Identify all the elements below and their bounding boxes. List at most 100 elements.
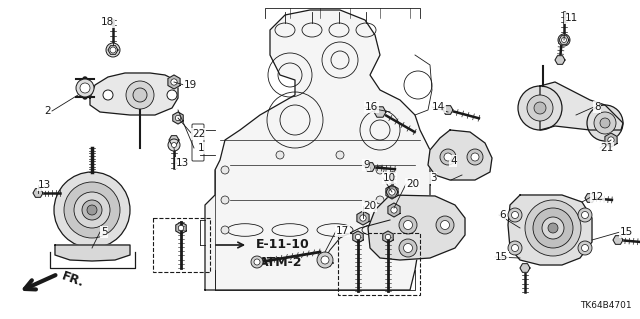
Polygon shape — [443, 106, 453, 114]
Polygon shape — [55, 245, 130, 261]
Circle shape — [76, 79, 94, 97]
Polygon shape — [388, 203, 400, 217]
Circle shape — [221, 196, 229, 204]
Polygon shape — [365, 163, 375, 171]
Text: 3: 3 — [430, 173, 436, 183]
Polygon shape — [374, 107, 386, 117]
Text: 15: 15 — [620, 227, 633, 237]
Circle shape — [376, 166, 384, 174]
Circle shape — [172, 143, 177, 147]
Circle shape — [578, 241, 592, 255]
Circle shape — [399, 239, 417, 257]
Circle shape — [167, 90, 177, 100]
Text: TK64B4701: TK64B4701 — [580, 300, 632, 309]
Bar — [338, 233, 420, 295]
Circle shape — [276, 151, 284, 159]
Circle shape — [133, 88, 147, 102]
Polygon shape — [520, 264, 530, 272]
Polygon shape — [368, 195, 465, 260]
Text: 6: 6 — [499, 210, 506, 220]
Text: 14: 14 — [432, 102, 445, 112]
Polygon shape — [386, 187, 398, 197]
Circle shape — [608, 137, 614, 143]
Circle shape — [558, 34, 570, 46]
Circle shape — [511, 211, 518, 219]
Circle shape — [317, 252, 333, 268]
Circle shape — [389, 189, 395, 195]
Circle shape — [508, 241, 522, 255]
Circle shape — [175, 115, 180, 121]
Circle shape — [587, 105, 623, 141]
Circle shape — [508, 208, 522, 222]
Circle shape — [440, 220, 449, 229]
Text: 18: 18 — [101, 17, 115, 27]
Text: 2: 2 — [44, 106, 51, 116]
Text: 9: 9 — [363, 160, 370, 170]
Text: 13: 13 — [176, 158, 189, 168]
Polygon shape — [613, 236, 623, 244]
Polygon shape — [108, 46, 118, 54]
Polygon shape — [559, 36, 569, 44]
Polygon shape — [540, 82, 623, 130]
Circle shape — [254, 259, 260, 265]
Circle shape — [561, 38, 566, 42]
Circle shape — [110, 47, 116, 53]
Text: ATM-2: ATM-2 — [259, 256, 302, 270]
Circle shape — [74, 192, 110, 228]
Circle shape — [542, 217, 564, 239]
Bar — [153, 218, 210, 272]
Circle shape — [376, 226, 384, 234]
Text: 16: 16 — [365, 102, 378, 112]
Circle shape — [64, 182, 120, 238]
Circle shape — [221, 226, 229, 234]
Text: 13: 13 — [38, 180, 51, 190]
Circle shape — [360, 215, 366, 221]
Polygon shape — [33, 189, 43, 197]
Polygon shape — [357, 211, 369, 225]
Circle shape — [533, 208, 573, 248]
Polygon shape — [605, 133, 617, 147]
Circle shape — [54, 172, 130, 248]
Circle shape — [391, 207, 397, 213]
Polygon shape — [169, 136, 179, 144]
Polygon shape — [386, 185, 398, 199]
Circle shape — [399, 216, 417, 234]
Circle shape — [582, 211, 589, 219]
Polygon shape — [176, 222, 186, 234]
Circle shape — [87, 205, 97, 215]
Polygon shape — [555, 56, 565, 64]
Text: 19: 19 — [184, 80, 197, 90]
Circle shape — [82, 200, 102, 220]
Text: 12: 12 — [591, 192, 604, 202]
Text: 10: 10 — [383, 173, 396, 183]
Text: 17: 17 — [336, 226, 349, 236]
Text: 8: 8 — [594, 102, 600, 112]
Circle shape — [251, 256, 263, 268]
Circle shape — [179, 225, 184, 231]
Circle shape — [444, 153, 452, 161]
Text: 22: 22 — [192, 129, 205, 139]
Circle shape — [527, 95, 553, 121]
Circle shape — [168, 139, 180, 151]
Circle shape — [436, 216, 454, 234]
Text: 20: 20 — [406, 179, 419, 189]
Polygon shape — [383, 231, 393, 243]
Circle shape — [221, 166, 229, 174]
Polygon shape — [173, 112, 183, 124]
Polygon shape — [90, 73, 178, 115]
Text: 5: 5 — [100, 227, 108, 237]
Text: E-11-10: E-11-10 — [256, 239, 310, 251]
Circle shape — [126, 81, 154, 109]
Circle shape — [518, 86, 562, 130]
Circle shape — [171, 79, 177, 85]
Text: 1: 1 — [198, 143, 205, 153]
Circle shape — [582, 244, 589, 251]
Text: 21: 21 — [600, 143, 613, 153]
Circle shape — [103, 90, 113, 100]
Circle shape — [600, 118, 610, 128]
Polygon shape — [508, 195, 592, 265]
Circle shape — [385, 234, 390, 240]
Text: 15: 15 — [495, 252, 508, 262]
Polygon shape — [428, 130, 492, 180]
Polygon shape — [585, 194, 595, 202]
